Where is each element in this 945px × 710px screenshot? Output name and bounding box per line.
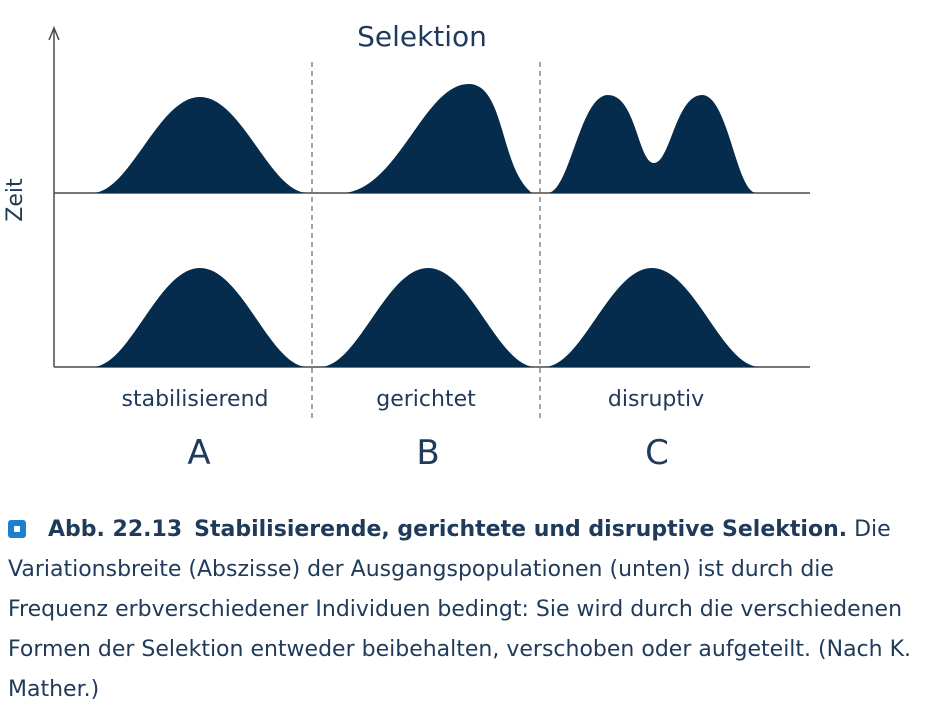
curve-b-bottom xyxy=(320,268,536,367)
curve-c-top xyxy=(548,95,756,193)
panel-letter-c: C xyxy=(645,433,669,473)
panel-label-c: disruptiv xyxy=(608,387,704,412)
selection-diagram: Selektion Zeit stabilisierend gerichtet … xyxy=(3,20,810,473)
caption-figure-number: Abb. 22.13 xyxy=(48,517,183,542)
curve-c-bottom xyxy=(544,268,760,367)
curve-a-top xyxy=(92,97,308,193)
y-axis-label: Zeit xyxy=(3,178,28,222)
caption-text: Die Variationsbreite (Abszisse) der Ausg… xyxy=(8,517,911,702)
figure-square-icon xyxy=(8,520,26,538)
figure-caption: Abb. 22.13 Stabilisierende, gerichtete un… xyxy=(8,510,938,710)
curve-a-bottom xyxy=(92,268,308,367)
diagram-title: Selektion xyxy=(357,20,487,53)
y-axis-arrow-icon xyxy=(48,26,60,41)
panel-label-a: stabilisierend xyxy=(122,387,269,412)
panel-letter-a: A xyxy=(187,433,210,473)
caption-title: Stabilisierende, gerichtete und disrupti… xyxy=(194,517,848,542)
curve-b-top xyxy=(345,83,532,193)
panel-letter-b: B xyxy=(416,433,439,473)
panel-label-b: gerichtet xyxy=(376,387,476,412)
